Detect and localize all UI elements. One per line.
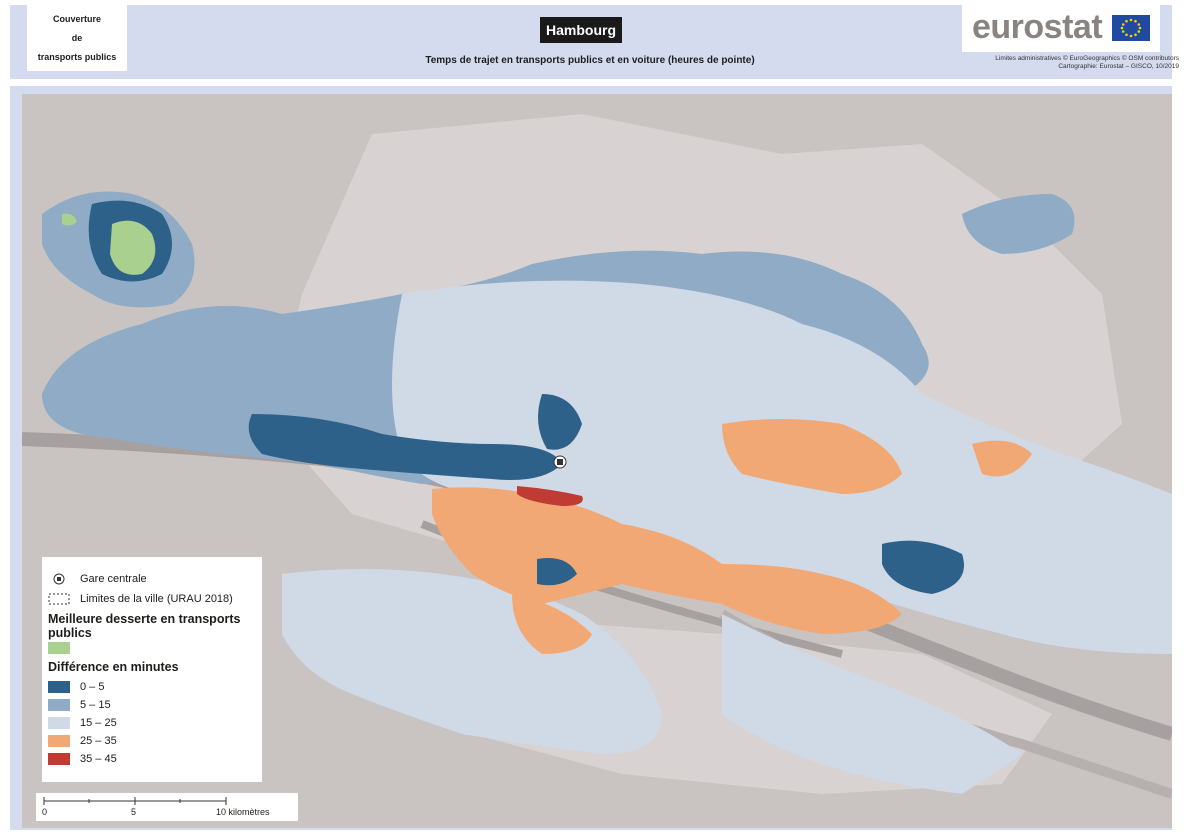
legend-class-row: 15 – 25 xyxy=(48,717,117,729)
legend: Gare centrale Limites de la ville (URAU … xyxy=(42,557,262,782)
credits-line-1: Limites administratives © EuroGeographic… xyxy=(995,55,1179,62)
city-title: Hambourg xyxy=(540,17,622,43)
legend-boundary-row: Limites de la ville (URAU 2018) xyxy=(48,593,233,605)
legend-station-label: Gare centrale xyxy=(80,573,147,585)
legend-best-heading: Meilleure desserte en transports publics xyxy=(48,612,241,640)
credits: Limites administratives © EuroGeographic… xyxy=(995,55,1179,71)
legend-swatch-25-35 xyxy=(48,735,70,747)
credits-line-2: Cartographie: Eurostat – GISCO, 10/2019 xyxy=(1058,63,1179,70)
zone-0-5-harbour xyxy=(537,558,577,586)
legend-swatch-15-25 xyxy=(48,717,70,729)
zone-35-45 xyxy=(517,486,583,506)
scale-tick-5: 5 xyxy=(131,807,137,817)
legend-class-label: 5 – 15 xyxy=(80,699,111,711)
zone-best-coverage-small xyxy=(62,213,77,226)
eu-flag-icon xyxy=(1112,15,1150,41)
zone-best-coverage xyxy=(110,220,156,275)
zone-25-35-south xyxy=(512,594,592,654)
legend-class-row: 5 – 15 xyxy=(48,699,111,711)
zone-15-25-southeast xyxy=(722,614,1022,794)
zone-25-35-far-east xyxy=(972,440,1032,477)
theme-line-1: Couverture xyxy=(52,14,101,24)
boundary-icon xyxy=(48,593,70,605)
zone-0-5-southeast xyxy=(882,540,964,594)
scale-bar: 0 5 10 kilomètres xyxy=(36,793,298,821)
eurostat-logo: eurostat xyxy=(962,4,1160,52)
legend-diff-heading: Différence en minutes xyxy=(48,660,179,674)
legend-class-row: 35 – 45 xyxy=(48,753,117,765)
station-icon xyxy=(53,573,65,585)
legend-class-label: 35 – 45 xyxy=(80,753,117,765)
legend-class-row: 0 – 5 xyxy=(48,681,104,693)
legend-class-label: 0 – 5 xyxy=(80,681,105,693)
legend-boundary-label: Limites de la ville (URAU 2018) xyxy=(80,593,233,605)
map-subtitle: Temps de trajet en transports publics et… xyxy=(425,55,755,66)
theme-line-3: transports publics xyxy=(37,52,117,62)
theme-line-2: de xyxy=(71,33,83,43)
legend-station-row: Gare centrale xyxy=(48,573,147,585)
scale-tick-10: 10 kilomètres xyxy=(216,807,270,817)
legend-best-row xyxy=(48,642,80,654)
zone-5-15-northeast xyxy=(962,194,1075,254)
central-station-marker[interactable] xyxy=(553,455,567,469)
legend-class-label: 25 – 35 xyxy=(80,735,117,747)
legend-swatch-0-5 xyxy=(48,681,70,693)
scale-ruler xyxy=(43,797,227,805)
logo-text: eurostat xyxy=(972,8,1103,46)
legend-class-label: 15 – 25 xyxy=(80,717,117,729)
theme-box: Couverture de transports publics xyxy=(27,5,127,71)
legend-swatch-35-45 xyxy=(48,753,70,765)
legend-swatch-5-15 xyxy=(48,699,70,711)
legend-best-swatch xyxy=(48,642,70,654)
legend-class-row: 25 – 35 xyxy=(48,735,117,747)
zone-25-35-harbour xyxy=(432,487,902,634)
zone-25-35-east xyxy=(722,419,902,494)
zone-0-5-inner xyxy=(538,394,582,450)
zone-0-5-centre xyxy=(248,414,562,480)
scale-tick-0: 0 xyxy=(42,807,48,817)
